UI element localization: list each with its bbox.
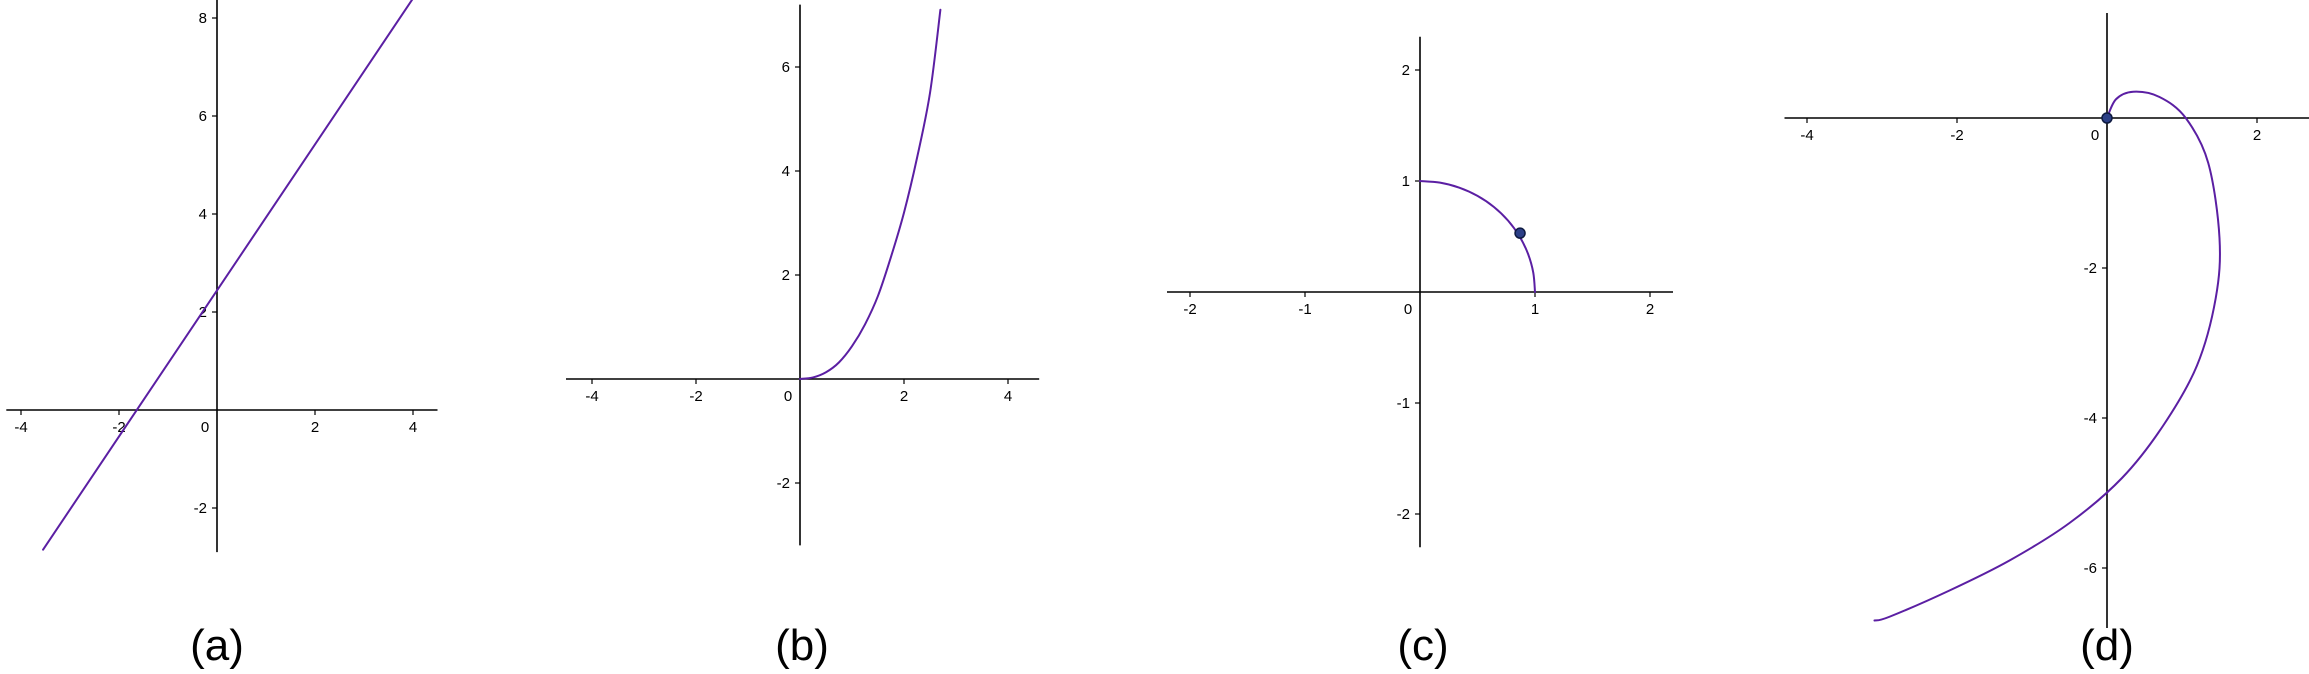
panel-b-y-tick-label: 6	[782, 59, 790, 76]
panel-c-x-tick-label: -2	[1183, 301, 1196, 318]
panel-c-y-tick-label: -1	[1397, 395, 1410, 412]
panel-d-point[interactable]	[2101, 112, 2113, 124]
panel-c-y-tick-label: -2	[1397, 506, 1410, 523]
panel-d-x-tick-label: 0	[2091, 127, 2099, 144]
caption-d: (d)	[2080, 621, 2134, 670]
panel-a-x-tick-label: 2	[311, 419, 319, 436]
panel-a-x-tick-label: -4	[14, 419, 27, 436]
panel-a-x-tick-label: -2	[112, 419, 125, 436]
panel-d: -4 -2 0 2 -2 -4 -6	[1784, 13, 2309, 628]
panel-d-curve	[1873, 90, 2221, 622]
panel-c-x-tick-label: 2	[1646, 301, 1654, 318]
panel-c-y-tick-label: 1	[1402, 173, 1410, 190]
panel-a-curve	[42, 0, 414, 551]
panel-d-x-tick-label: -4	[1800, 127, 1813, 144]
panel-a-y-tick-label: 4	[199, 206, 207, 223]
panel-c: -2 -1 0 1 2 -2 -1 1 2	[1167, 36, 1673, 548]
caption-c: (c)	[1397, 621, 1448, 670]
panel-b: -4 -2 0 2 4 -2 2 4 6	[566, 4, 1040, 546]
panel-b-x-tick-label: 4	[1004, 388, 1012, 405]
panel-b-x-tick-label: 2	[900, 388, 908, 405]
caption-b: (b)	[775, 621, 829, 670]
panel-b-x-tick-label: -4	[585, 388, 598, 405]
panel-d-x-tick-label: -2	[1950, 127, 1963, 144]
panel-b-y-tick-label: -2	[777, 475, 790, 492]
panel-d-y-tick-label: -4	[2084, 410, 2097, 427]
panel-a-x-tick-label: 0	[201, 419, 209, 436]
panel-a-y-tick-label: -2	[194, 500, 207, 517]
panel-a-y-tick-label: 6	[199, 108, 207, 125]
caption-a: (a)	[190, 621, 244, 670]
panel-b-x-tick-label: -2	[689, 388, 702, 405]
panel-d-y-tick-label: -6	[2084, 560, 2097, 577]
panel-b-y-tick-label: 4	[782, 163, 790, 180]
panel-c-x-tick-label: 0	[1404, 301, 1412, 318]
panel-c-x-tick-label: -1	[1298, 301, 1311, 318]
panel-a-y-tick-label: 8	[199, 10, 207, 27]
panel-c-point[interactable]	[1514, 227, 1526, 239]
panel-c-x-tick-label: 1	[1531, 301, 1539, 318]
panel-b-curve	[799, 8, 942, 380]
panel-b-y-tick-label: 2	[782, 267, 790, 284]
panel-c-y-tick-label: 2	[1402, 62, 1410, 79]
panel-c-curve	[1419, 180, 1536, 293]
panel-a-x-tick-label: 4	[409, 419, 417, 436]
panel-d-y-tick-label: -2	[2084, 260, 2097, 277]
panel-b-x-tick-label: 0	[784, 388, 792, 405]
panel-d-x-tick-label: 2	[2253, 127, 2261, 144]
